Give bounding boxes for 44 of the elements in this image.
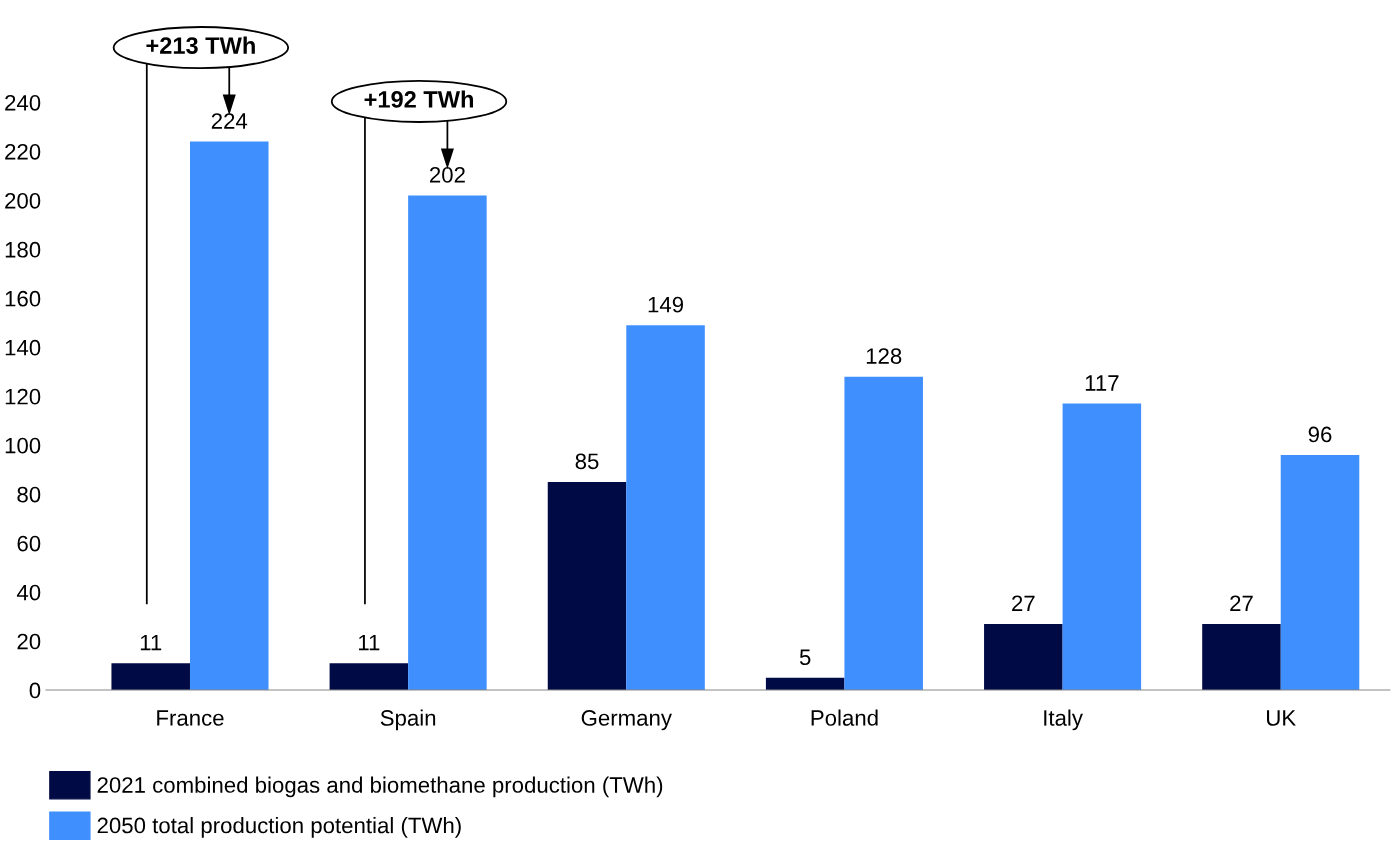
y-tick-label: 140 [5,339,41,356]
y-tick-label: 180 [5,241,41,258]
text: +213 TWh [146,36,255,54]
data-label: 202 [429,167,465,183]
x-tick-label: Italy [1044,709,1083,731]
bar [844,376,923,691]
bar [626,325,705,691]
y-tick-label: 0 [29,682,41,699]
bar [547,481,627,691]
data-label: 117 [1085,375,1119,391]
data-label: 128 [866,348,902,364]
bar [111,663,190,691]
x-tick-label: Spain [380,709,436,731]
y-tick-label: 240 [5,94,41,111]
bar [1062,403,1142,691]
y-tick-label: 20 [17,633,41,650]
y-tick-label: 100 [5,437,41,454]
bar [329,663,409,691]
data-label: 11 [140,634,162,651]
bar [1202,623,1281,691]
data-label: 27 [1230,595,1253,612]
x-tick-label: France [157,710,224,726]
legend-label: 2021 combined biogas and biomethane production (TWh) [97,776,663,798]
data-label: 11 [359,634,380,651]
bar [984,623,1063,691]
x-tick-label: Poland [811,709,878,726]
annotation: +192 TWh [364,90,474,108]
y-tick-label: 220 [5,143,41,160]
x-tick-label: Germany [581,710,672,731]
data-label: 224 [211,113,248,129]
y-tick-label: 60 [17,535,41,552]
bar [1280,455,1360,691]
data-label: 149 [648,296,684,313]
data-label: 96 [1308,426,1332,443]
y-tick-label: 40 [16,584,41,601]
y-tick-label: 200 [5,192,41,209]
data-label: 85 [575,453,599,470]
legend-label: 2050 total production potential (TWh) [97,816,461,838]
data-label: 27 [1012,595,1035,612]
y-tick-label: 160 [5,290,41,307]
data-label: 5 [799,649,811,666]
y-tick-label: 120 [5,388,41,405]
y-tick-label: 80 [17,486,41,503]
x-tick-label: UK [1267,710,1296,726]
